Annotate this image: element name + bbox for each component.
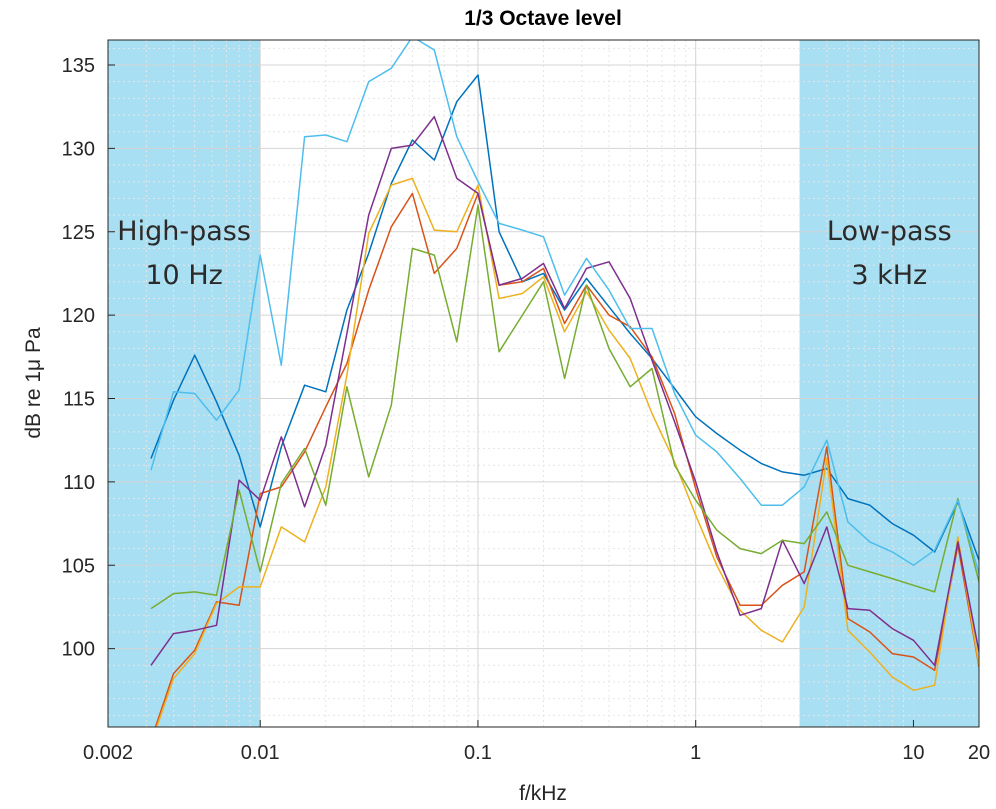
series-line-5 (150, 204, 979, 610)
x-axis-label: f/kHz (519, 782, 567, 805)
high-pass-cutoff-label: 10 Hz (145, 260, 222, 291)
x-tick-label: 0.01 (241, 742, 280, 764)
x-tick-label: 20 (968, 742, 990, 764)
y-tick-label: 125 (62, 222, 95, 244)
y-tick-label: 135 (62, 55, 95, 77)
x-tick-label: 0.1 (464, 742, 492, 764)
series-line-4 (150, 115, 979, 667)
y-tick-label: 120 (62, 305, 95, 327)
y-tick-label: 100 (62, 639, 95, 661)
plot-area-frame (107, 39, 980, 728)
x-tick-label: 0.002 (83, 742, 133, 764)
series-line-1 (150, 74, 979, 561)
y-tick-label: 105 (62, 555, 95, 577)
low-pass-label: Low-pass (827, 216, 952, 247)
y-tick-label: 115 (63, 389, 95, 411)
y-tick-label: 110 (63, 472, 95, 494)
y-tick-label: 130 (62, 138, 95, 160)
series-line-2 (154, 192, 979, 727)
y-axis-label: dB re 1μ Pa (22, 327, 45, 439)
x-tick-label: 10 (902, 742, 924, 764)
chart-title: 1/3 Octave level (464, 7, 622, 30)
low-pass-cutoff-label: 3 kHz (851, 260, 927, 291)
shaded-band-low-pass (799, 40, 979, 727)
shaded-band-high-pass (108, 40, 261, 727)
x-tick-label: 1 (690, 742, 701, 764)
series-line-3 (155, 177, 979, 727)
series-line-6 (150, 40, 979, 574)
high-pass-label: High-pass (117, 216, 251, 247)
